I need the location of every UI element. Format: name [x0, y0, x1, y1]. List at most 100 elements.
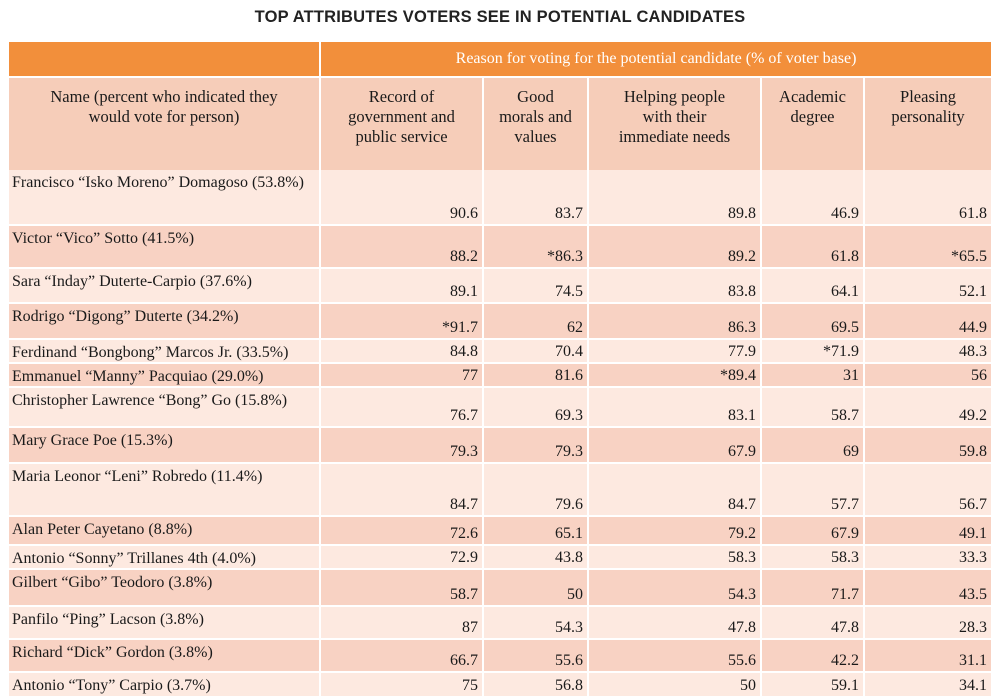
name-column-header: Name (percent who indicated they would v…: [9, 76, 321, 170]
value-cell-helping: 50: [588, 672, 762, 698]
value-cell-record: 66.7: [320, 639, 484, 673]
chart-title: TOP ATTRIBUTES VOTERS SEE IN POTENTIAL C…: [254, 8, 746, 26]
value-cell-morals: 50: [483, 569, 589, 607]
value-cell-record: 77: [320, 363, 484, 388]
candidate-name: Rodrigo “Digong” Duterte (34.2%): [9, 303, 321, 340]
column-header-helping-text: Helping people with their immediate need…: [618, 87, 731, 146]
candidate-name: Panfilo “Ping” Lacson (3.8%): [9, 606, 321, 640]
value-cell-morals: 83.7: [483, 170, 589, 226]
value-cell-helping: 83.8: [588, 268, 762, 304]
table-row: Emmanuel “Manny” Pacquiao (29.0%) 77 81.6 *…: [9, 363, 992, 388]
value-cell-morals: 79.3: [483, 427, 589, 464]
table-row: Francisco “Isko Moreno” Domagoso (53.8%)…: [9, 170, 992, 226]
table-row: Antonio “Sonny” Trillanes 4th (4.0%) 72.9…: [9, 545, 992, 570]
value-cell-morals: 62: [483, 303, 589, 340]
attributes-table: Reason for voting for the potential cand…: [9, 42, 992, 698]
value-cell-record: 84.8: [320, 339, 484, 364]
value-cell-record: 76.7: [320, 387, 484, 428]
value-cell-record: *91.7: [320, 303, 484, 340]
value-cell-personality: 48.3: [864, 339, 992, 364]
table-row: Panfilo “Ping” Lacson (3.8%) 87 54.3 47.8 47…: [9, 606, 992, 640]
table-row: Rodrigo “Digong” Duterte (34.2%) *91.7 62 8…: [9, 303, 992, 340]
value-cell-academic: 46.9: [761, 170, 865, 226]
group-header-row: Reason for voting for the potential cand…: [9, 42, 992, 77]
value-cell-academic: 57.7: [761, 463, 865, 517]
value-cell-record: 72.6: [320, 516, 484, 546]
value-cell-personality: 34.1: [864, 672, 992, 698]
value-cell-helping: 79.2: [588, 516, 762, 546]
value-cell-personality: *65.5: [864, 225, 992, 269]
candidate-name: Sara “Inday” Duterte-Carpio (37.6%): [9, 268, 321, 304]
table-row: Victor “Vico” Sotto (41.5%) 88.2 *86.3 89.2…: [9, 225, 992, 269]
value-cell-personality: 33.3: [864, 545, 992, 570]
value-cell-helping: 84.7: [588, 463, 762, 517]
table-row: Alan Peter Cayetano (8.8%) 72.6 65.1 79.2 67…: [9, 516, 992, 546]
value-cell-personality: 31.1: [864, 639, 992, 673]
candidate-name: Antonio “Sonny” Trillanes 4th (4.0%): [9, 545, 321, 570]
value-cell-helping: *89.4: [588, 363, 762, 388]
candidate-name: Richard “Dick” Gordon (3.8%): [9, 639, 321, 673]
value-cell-academic: 47.8: [761, 606, 865, 640]
value-cell-academic: 71.7: [761, 569, 865, 607]
table-row: Maria Leonor “Leni” Robredo (11.4%) 84.7 7…: [9, 463, 992, 517]
value-cell-personality: 43.5: [864, 569, 992, 607]
value-cell-helping: 54.3: [588, 569, 762, 607]
table-body: Francisco “Isko Moreno” Domagoso (53.8%)…: [9, 170, 992, 698]
value-cell-personality: 44.9: [864, 303, 992, 340]
value-cell-academic: 64.1: [761, 268, 865, 304]
value-cell-helping: 58.3: [588, 545, 762, 570]
value-cell-morals: 81.6: [483, 363, 589, 388]
value-cell-morals: 55.6: [483, 639, 589, 673]
group-header: Reason for voting for the potential cand…: [320, 42, 992, 77]
value-cell-helping: 89.8: [588, 170, 762, 226]
table-row: Mary Grace Poe (15.3%) 79.3 79.3 67.9 69 59.8: [9, 427, 992, 464]
value-cell-morals: 43.8: [483, 545, 589, 570]
value-cell-morals: 56.8: [483, 672, 589, 698]
value-cell-personality: 61.8: [864, 170, 992, 226]
value-cell-morals: 54.3: [483, 606, 589, 640]
value-cell-personality: 28.3: [864, 606, 992, 640]
value-cell-personality: 59.8: [864, 427, 992, 464]
value-cell-academic: 59.1: [761, 672, 865, 698]
value-cell-helping: 77.9: [588, 339, 762, 364]
group-header-blank: [9, 42, 321, 77]
candidate-name: Alan Peter Cayetano (8.8%): [9, 516, 321, 546]
table-row: Antonio “Tony” Carpio (3.7%) 75 56.8 50 59.1…: [9, 672, 992, 698]
value-cell-helping: 67.9: [588, 427, 762, 464]
column-header-record: Record of government and public service: [320, 76, 484, 170]
value-cell-morals: 70.4: [483, 339, 589, 364]
value-cell-academic: 69: [761, 427, 865, 464]
table-row: Christopher Lawrence “Bong” Go (15.8%) 76…: [9, 387, 992, 428]
value-cell-personality: 52.1: [864, 268, 992, 304]
table-row: Ferdinand “Bongbong” Marcos Jr. (33.5%) 8…: [9, 339, 992, 364]
value-cell-record: 87: [320, 606, 484, 640]
value-cell-helping: 89.2: [588, 225, 762, 269]
value-cell-academic: 58.7: [761, 387, 865, 428]
value-cell-morals: 74.5: [483, 268, 589, 304]
value-cell-personality: 49.1: [864, 516, 992, 546]
value-cell-morals: *86.3: [483, 225, 589, 269]
value-cell-academic: *71.9: [761, 339, 865, 364]
column-header-morals: Good morals and values: [483, 76, 589, 170]
value-cell-academic: 58.3: [761, 545, 865, 570]
value-cell-personality: 56.7: [864, 463, 992, 517]
value-cell-record: 72.9: [320, 545, 484, 570]
column-header-helping: Helping people with their immediate need…: [588, 76, 762, 170]
value-cell-record: 84.7: [320, 463, 484, 517]
candidate-name: Mary Grace Poe (15.3%): [9, 427, 321, 464]
candidate-name: Antonio “Tony” Carpio (3.7%): [9, 672, 321, 698]
candidate-name: Ferdinand “Bongbong” Marcos Jr. (33.5%): [9, 339, 321, 364]
value-cell-morals: 79.6: [483, 463, 589, 517]
table-row: Gilbert “Gibo” Teodoro (3.8%) 58.7 50 54.3 7…: [9, 569, 992, 607]
candidate-name: Christopher Lawrence “Bong” Go (15.8%): [9, 387, 321, 428]
value-cell-personality: 56: [864, 363, 992, 388]
value-cell-personality: 49.2: [864, 387, 992, 428]
table-row: Richard “Dick” Gordon (3.8%) 66.7 55.6 55.6…: [9, 639, 992, 673]
value-cell-record: 90.6: [320, 170, 484, 226]
value-cell-record: 58.7: [320, 569, 484, 607]
value-cell-academic: 42.2: [761, 639, 865, 673]
column-header-row: Name (percent who indicated they would v…: [9, 76, 992, 170]
candidate-name: Gilbert “Gibo” Teodoro (3.8%): [9, 569, 321, 607]
column-header-personality-text: Pleasing personality: [891, 87, 965, 126]
